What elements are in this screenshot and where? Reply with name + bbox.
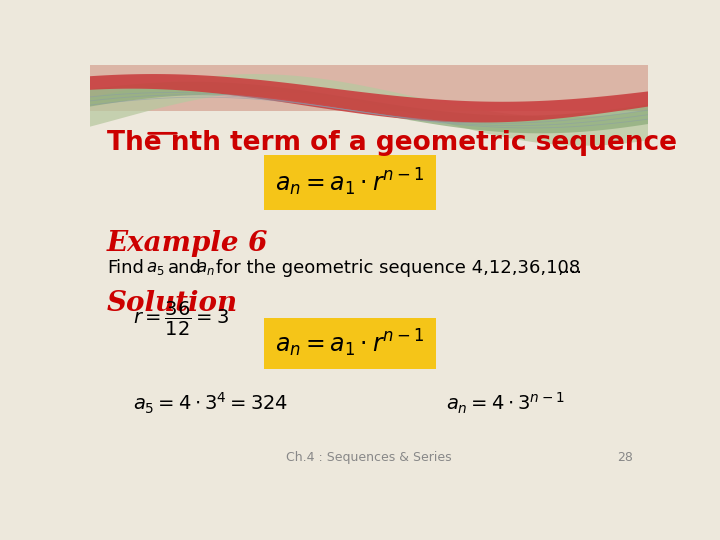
- Text: Example 6: Example 6: [107, 231, 269, 258]
- Polygon shape: [90, 74, 648, 123]
- Polygon shape: [90, 82, 648, 133]
- Text: Find: Find: [107, 259, 144, 277]
- Text: $a_n = 4 \cdot 3^{n-1}$: $a_n = 4 \cdot 3^{n-1}$: [446, 391, 565, 416]
- Text: Ch.4 : Sequences & Series: Ch.4 : Sequences & Series: [286, 451, 452, 464]
- Text: ,…: ,…: [541, 259, 582, 277]
- FancyBboxPatch shape: [264, 318, 436, 369]
- Text: 28: 28: [616, 451, 632, 464]
- Text: $r = \dfrac{36}{12} = 3$: $r = \dfrac{36}{12} = 3$: [132, 300, 229, 338]
- Text: $a_n = a_1 \cdot r^{n-1}$: $a_n = a_1 \cdot r^{n-1}$: [275, 166, 425, 198]
- Text: Solution: Solution: [107, 289, 238, 316]
- Text: The nth term of a geometric sequence: The nth term of a geometric sequence: [107, 130, 677, 156]
- Polygon shape: [90, 74, 648, 146]
- FancyBboxPatch shape: [264, 155, 436, 210]
- Text: $a_n$: $a_n$: [196, 260, 215, 276]
- Text: and: and: [168, 259, 202, 277]
- Text: $a_5$: $a_5$: [145, 260, 164, 276]
- Text: for the geometric sequence 4,12,36,108: for the geometric sequence 4,12,36,108: [215, 259, 580, 277]
- Polygon shape: [90, 65, 648, 111]
- Text: $a_5 = 4 \cdot 3^4 = 324$: $a_5 = 4 \cdot 3^4 = 324$: [132, 391, 288, 416]
- Text: $a_n = a_1 \cdot r^{n-1}$: $a_n = a_1 \cdot r^{n-1}$: [275, 328, 425, 359]
